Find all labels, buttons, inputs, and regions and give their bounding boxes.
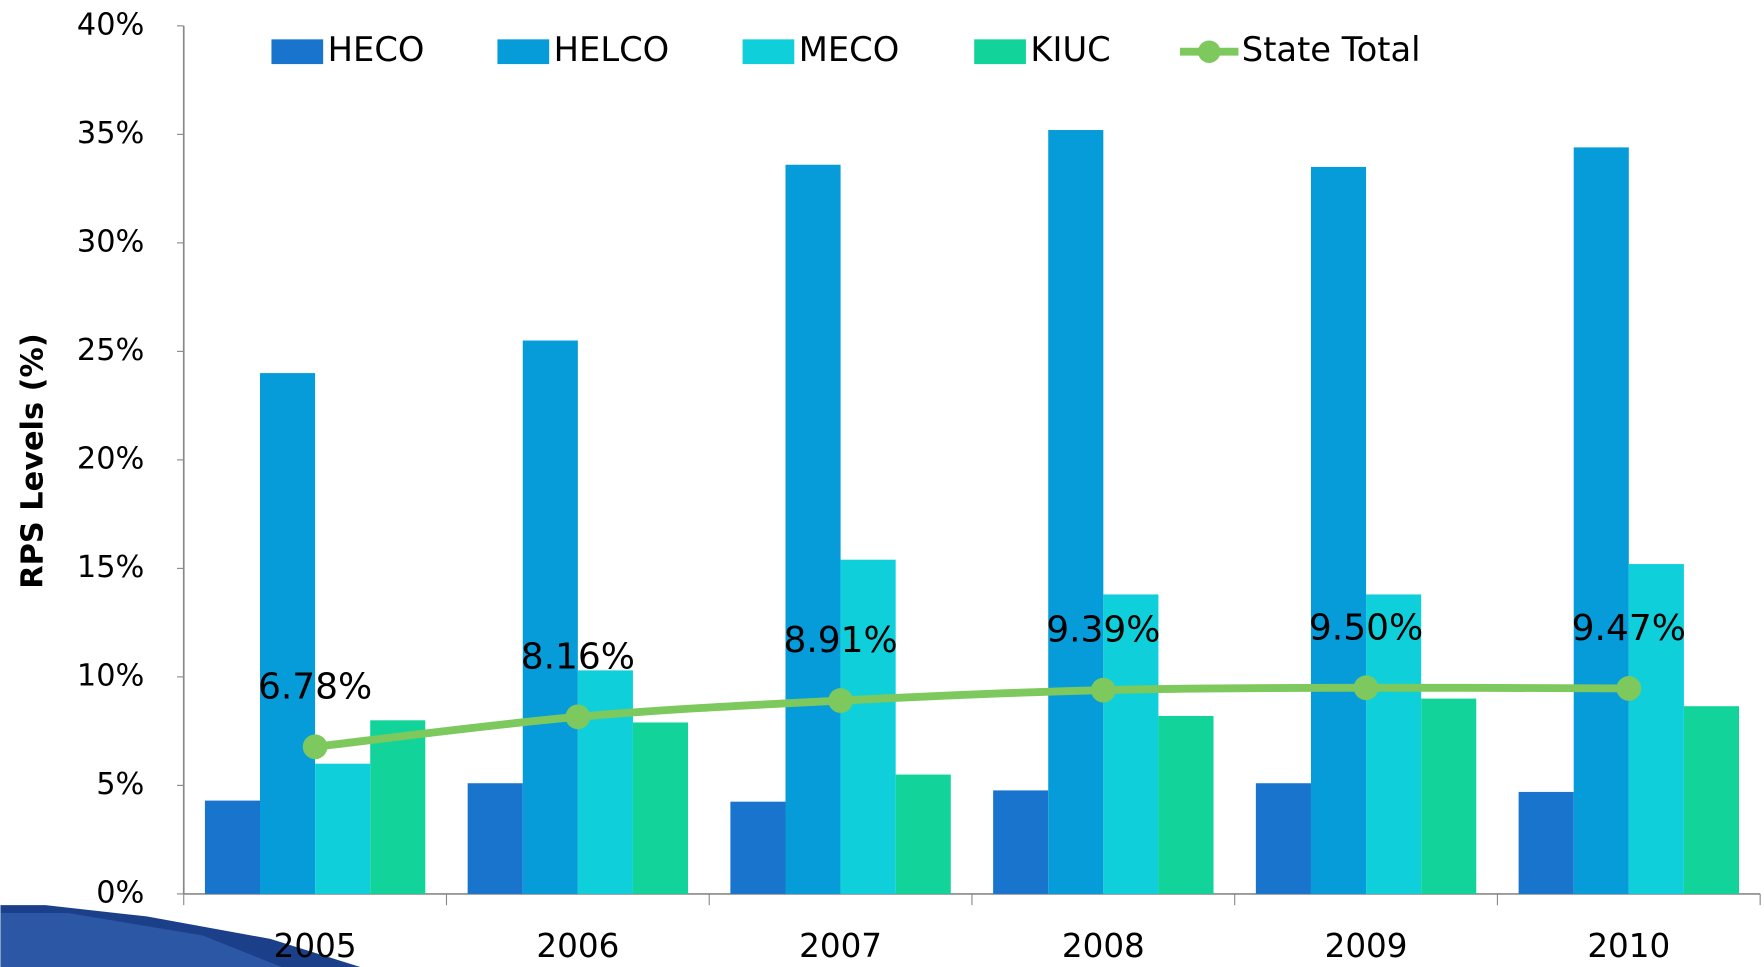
bar <box>632 722 689 894</box>
bar <box>730 801 786 894</box>
data-label: 9.47% <box>1572 608 1686 649</box>
y-axis-label: RPS Levels (%) <box>16 333 51 588</box>
legend-label: MECO <box>799 30 899 69</box>
data-label: 9.39% <box>1046 610 1160 651</box>
y-tick-label: 35% <box>77 116 144 151</box>
legend-swatch <box>497 39 550 65</box>
bar <box>1048 130 1104 894</box>
bar <box>785 164 841 894</box>
line <box>314 683 1629 751</box>
legend-label: KIUC <box>1030 30 1110 69</box>
legend-swatch <box>271 39 324 65</box>
legend-swatch <box>974 39 1026 65</box>
y-tick-label: 0% <box>96 875 144 910</box>
bar <box>1103 594 1159 894</box>
line-point <box>302 734 328 760</box>
x-tick-label: 2009 <box>1325 927 1408 965</box>
line-point <box>1353 675 1379 701</box>
legend-swatch-point <box>1197 40 1221 63</box>
bar <box>895 774 951 894</box>
bar <box>1683 706 1739 894</box>
x-tick-label: 2008 <box>1062 927 1145 965</box>
bar <box>1158 715 1214 894</box>
bar <box>204 800 261 894</box>
line-point <box>828 688 853 713</box>
y-tick-label: 20% <box>77 441 144 476</box>
legend-swatch <box>742 39 795 65</box>
bar <box>370 720 426 894</box>
bar <box>315 763 371 894</box>
legend-label: State Total <box>1242 30 1421 69</box>
line-point <box>565 704 591 730</box>
bar <box>1518 791 1574 894</box>
y-tick-label: 40% <box>77 7 144 42</box>
y-tick-label: 30% <box>77 224 144 259</box>
bar <box>260 373 316 894</box>
y-tick-label: 10% <box>77 658 144 693</box>
legend-label: HELCO <box>554 30 670 69</box>
bar <box>1628 564 1684 894</box>
data-label: 8.16% <box>521 636 635 677</box>
bar <box>1366 594 1422 894</box>
bar <box>1573 147 1629 894</box>
y-tick-label: 15% <box>77 550 144 585</box>
x-tick-label: 2006 <box>536 927 619 965</box>
data-label: 6.78% <box>258 666 372 707</box>
bar <box>522 340 578 894</box>
data-label: 9.50% <box>1309 607 1423 648</box>
x-tick-label: 2010 <box>1587 927 1670 965</box>
bar <box>1421 698 1477 894</box>
line-point <box>1090 677 1116 703</box>
bar <box>577 670 633 894</box>
y-tick-label: 25% <box>77 333 144 368</box>
legend-label: HECO <box>328 30 425 69</box>
bar <box>840 559 896 894</box>
line-point <box>1616 676 1642 701</box>
data-label: 8.91% <box>783 620 897 661</box>
bar <box>993 790 1049 894</box>
bar <box>1310 166 1367 894</box>
decorative-arrow-shade <box>0 913 282 967</box>
x-tick-label: 2007 <box>799 927 882 965</box>
y-tick-label: 5% <box>96 767 144 802</box>
x-tick-label: 2005 <box>274 927 357 965</box>
bar <box>467 783 523 894</box>
bar <box>1255 783 1311 894</box>
